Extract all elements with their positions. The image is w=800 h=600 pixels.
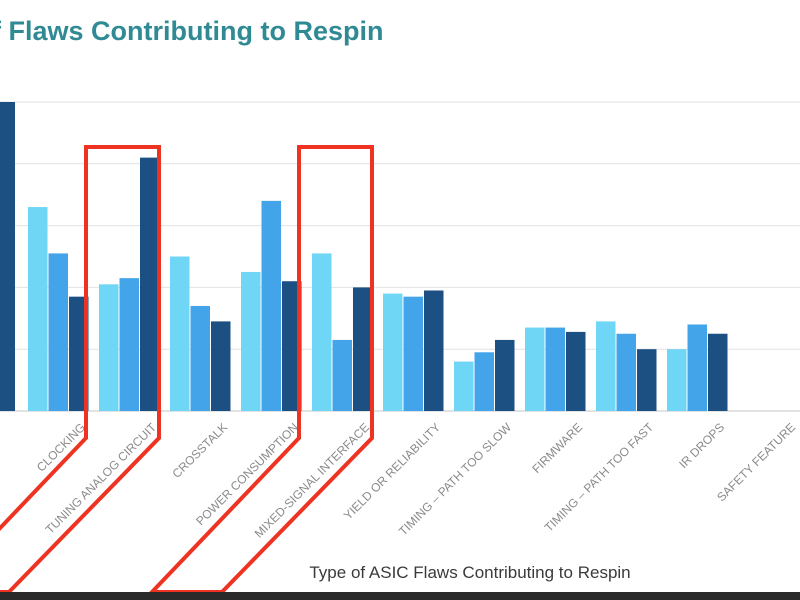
category-tick-label: MIXED-SIGNAL INTERFACE [252, 420, 372, 540]
category-tick-label: SAFETY FEATURE [714, 420, 798, 504]
bar [241, 271, 261, 411]
bar [596, 321, 616, 411]
chart-title: f Flaws Contributing to Respin [0, 16, 384, 46]
bar [383, 293, 403, 411]
bar [403, 296, 423, 411]
bar [312, 253, 332, 411]
x-axis-label: Type of ASIC Flaws Contributing to Respi… [309, 563, 630, 582]
bar [119, 278, 139, 411]
bar [353, 287, 373, 411]
bar [616, 333, 636, 411]
bar [261, 200, 281, 411]
bar [140, 157, 160, 411]
bar-partial [0, 102, 15, 411]
category-tick-label: CROSSTALK [169, 420, 230, 481]
bar [667, 349, 687, 411]
bar [190, 305, 210, 411]
category-tick-label: FIRMWARE [529, 420, 585, 476]
bar [99, 284, 119, 411]
bar [48, 253, 68, 411]
bar [687, 324, 707, 411]
bar [332, 339, 352, 411]
bars [0, 102, 728, 411]
bar [28, 207, 48, 411]
bar [69, 296, 89, 411]
bar [708, 333, 728, 411]
bar [211, 321, 231, 411]
bar [282, 281, 302, 411]
bar [170, 256, 190, 411]
category-tick-label: TIMING – PATH TOO SLOW [396, 420, 515, 539]
bar [566, 331, 586, 411]
bar [454, 361, 474, 411]
category-tick-label: IR DROPS [676, 420, 727, 471]
bar [525, 327, 545, 411]
bar [495, 339, 515, 411]
bar [474, 352, 494, 411]
bar [545, 327, 565, 411]
bar [637, 349, 657, 411]
bottom-bar [0, 592, 800, 600]
bar [424, 290, 444, 411]
